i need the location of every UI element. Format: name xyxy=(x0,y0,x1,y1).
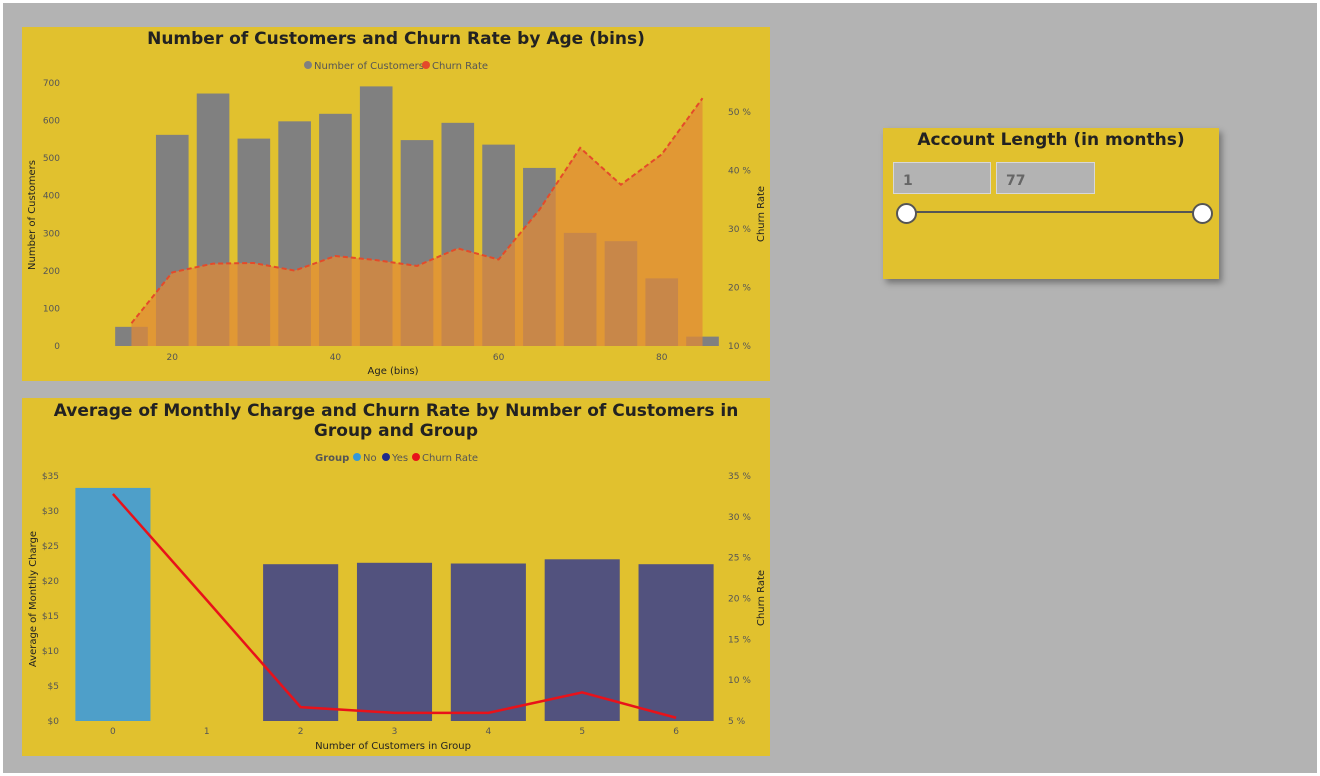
x-tick-label: 5 xyxy=(579,727,585,737)
y-tick-label: 600 xyxy=(43,117,60,127)
legend-marker xyxy=(422,61,430,69)
chart-title: Average of Monthly Charge and Churn Rate… xyxy=(53,401,739,441)
y-tick-label: 400 xyxy=(43,192,60,202)
age-chart-svg: Number of Customers Churn Rate 0 100 200 300 4… xyxy=(27,61,767,377)
legend-marker xyxy=(412,453,420,461)
y-tick-label: 0 xyxy=(54,342,60,352)
report-canvas: Number of Customers and Churn Rate by Ag… xyxy=(3,3,1317,773)
y-tick-label: $0 xyxy=(48,717,60,727)
y2-tick-label: 25 % xyxy=(728,554,751,564)
y-tick-label: $15 xyxy=(42,612,59,622)
account-length-slicer[interactable]: Account Length (in months) 1 77 xyxy=(883,128,1219,279)
bar xyxy=(356,562,433,721)
x-tick-label: 0 xyxy=(110,727,116,737)
churn-area xyxy=(131,98,703,346)
bar xyxy=(638,564,714,721)
slider-min-handle[interactable] xyxy=(896,203,917,224)
slider-max-handle[interactable] xyxy=(1192,203,1213,224)
x-tick-label: 2 xyxy=(298,727,304,737)
y-tick-label: 500 xyxy=(43,154,60,164)
x-axis-title: Age (bins) xyxy=(368,366,419,377)
x-tick-label: 20 xyxy=(167,353,179,363)
legend-label: Churn Rate xyxy=(432,61,488,72)
churn-line xyxy=(130,97,704,324)
y-axis-title: Average of Monthly Charge xyxy=(28,531,39,667)
legend-label: Number of Customers xyxy=(314,61,424,72)
x-tick-label: 4 xyxy=(485,727,491,737)
y-tick-label: 200 xyxy=(43,267,60,277)
y2-tick-label: 30 % xyxy=(728,225,751,235)
churn-line xyxy=(111,493,677,719)
x-tick-label: 80 xyxy=(656,353,668,363)
y-tick-label: $5 xyxy=(48,682,59,692)
y2-tick-label: 30 % xyxy=(728,513,751,523)
y2-tick-label: 15 % xyxy=(728,635,751,645)
y-tick-label: $30 xyxy=(42,507,59,517)
y-tick-label: $10 xyxy=(42,647,59,657)
bar xyxy=(544,559,620,721)
bar xyxy=(450,563,526,721)
group-charge-chart[interactable]: Average of Monthly Charge and Churn Rate… xyxy=(22,398,770,756)
legend-marker xyxy=(304,61,312,69)
y-tick-label: 300 xyxy=(43,229,60,239)
y-tick-label: $25 xyxy=(42,542,59,552)
y-tick-label: 700 xyxy=(43,79,60,89)
bar xyxy=(75,487,151,721)
x-tick-label: 6 xyxy=(673,727,679,737)
y-axis-title: Number of Customers xyxy=(27,160,38,270)
x-tick-label: 1 xyxy=(204,727,210,737)
y2-tick-label: 35 % xyxy=(728,472,751,482)
slider-track[interactable] xyxy=(905,211,1201,213)
legend-marker xyxy=(382,453,390,461)
slicer-title: Account Length (in months) xyxy=(917,130,1185,150)
y2-axis-title: Churn Rate xyxy=(756,186,767,242)
max-value-input[interactable]: 77 xyxy=(996,162,1095,194)
x-tick-label: 60 xyxy=(493,353,505,363)
y-tick-label: $35 xyxy=(42,472,59,482)
legend-label: Churn Rate xyxy=(422,453,478,464)
y2-tick-label: 10 % xyxy=(728,676,751,686)
y2-tick-label: 20 % xyxy=(728,595,751,605)
min-value-input[interactable]: 1 xyxy=(893,162,991,194)
legend-marker xyxy=(353,453,361,461)
legend-label: No xyxy=(363,453,377,464)
x-tick-label: 40 xyxy=(330,353,342,363)
x-tick-label: 3 xyxy=(392,727,398,737)
y2-tick-label: 10 % xyxy=(728,342,751,352)
bar xyxy=(263,564,339,721)
y2-tick-label: 5 % xyxy=(728,717,746,727)
x-axis-title: Number of Customers in Group xyxy=(315,741,471,752)
y-tick-label: 100 xyxy=(43,304,60,314)
y2-tick-label: 20 % xyxy=(728,284,751,294)
y2-tick-label: 40 % xyxy=(728,167,751,177)
age-churn-chart[interactable]: Number of Customers and Churn Rate by Ag… xyxy=(22,27,770,381)
y2-axis-title: Churn Rate xyxy=(756,570,767,626)
y2-tick-label: 50 % xyxy=(728,108,751,118)
y-tick-label: $20 xyxy=(42,577,59,587)
chart-title: Number of Customers and Churn Rate by Ag… xyxy=(147,29,645,49)
legend-title: Group xyxy=(315,453,349,464)
group-chart-svg: Group No Yes Churn Rate $0 $5 $10 $15 $20 $25 $30 $… xyxy=(28,453,767,752)
legend-label: Yes xyxy=(391,453,408,464)
